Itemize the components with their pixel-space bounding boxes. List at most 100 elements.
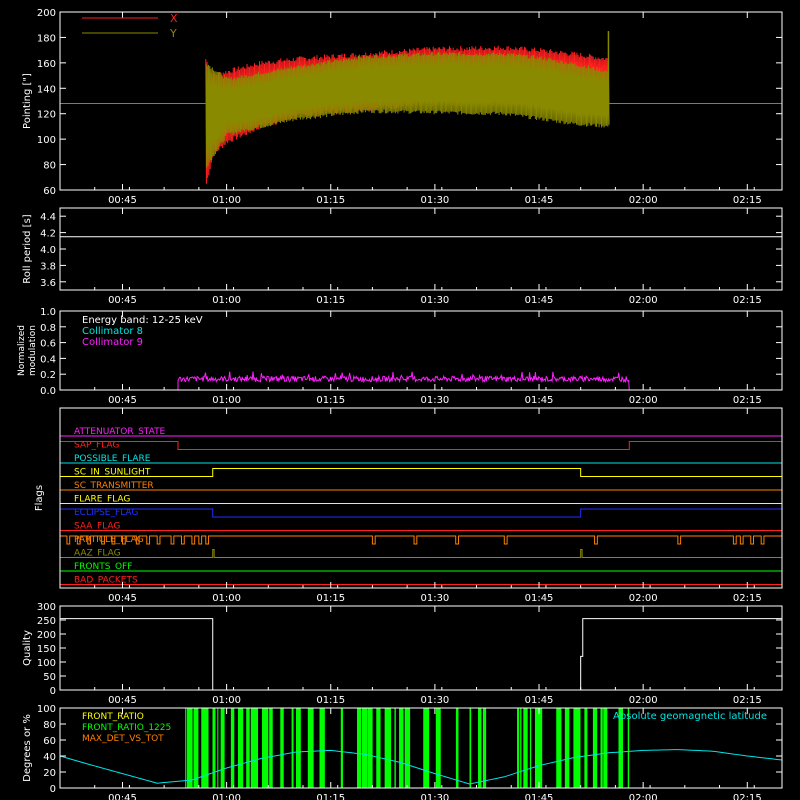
modulation-xtick-label: 01:15 — [316, 395, 345, 406]
pointing-panel: 00:45 01:00 01:15 01:30 01:45 02:00 02:15 60 80 1… — [22, 8, 783, 206]
modulation-ytick-label: 0.6 — [40, 339, 56, 350]
ratios-xtick-label: 01:00 — [212, 793, 241, 800]
flag-row-sap_flag-label: SAP_FLAG — [74, 441, 119, 451]
ratios-front1225-bar — [520, 708, 522, 788]
quality-xtick-label: 02:15 — [733, 695, 762, 706]
ratios-front1225-bar — [280, 708, 284, 788]
ratios-ytick-label: 20 — [43, 768, 56, 779]
roll-ytick-label: 4.0 — [40, 245, 56, 256]
pointing-xtick-label: 00:45 — [108, 195, 137, 206]
ratios-ytick-label: 60 — [43, 736, 56, 747]
flag-row-particle_flag-line — [60, 535, 782, 545]
ratios-front1225-bar — [307, 708, 314, 788]
roll-xtick-label: 01:45 — [525, 295, 554, 306]
ratios-front1225-bar — [212, 708, 216, 788]
pointing-y-series — [205, 52, 610, 168]
flags-panel: ATTENUATOR_STATE SAP_FLAG POSSIBLE_FLARE SC… — [34, 407, 783, 604]
ratios-front1225-bar — [423, 708, 430, 788]
ratios-front1225-bar — [250, 708, 259, 788]
modulation-ytick-label: 1.0 — [40, 307, 56, 318]
flag-row-eclipse_flag-line — [60, 508, 782, 518]
pointing-ytick-label: 120 — [37, 110, 56, 121]
modulation-collimator9-series — [177, 371, 630, 391]
roll-xtick-label: 02:00 — [629, 295, 658, 306]
ratios-front1225-bar — [517, 708, 520, 788]
modulation-xtick-label: 01:30 — [420, 395, 449, 406]
ratios-front1225-bar — [384, 708, 392, 788]
ratios-ytick-label: 80 — [43, 720, 56, 731]
flag-row-sc_in_sunlight-label: SC_IN_SUNLIGHT — [74, 468, 151, 478]
modulation-xtick-label: 01:45 — [525, 395, 554, 406]
quality-xtick-label: 01:30 — [420, 695, 449, 706]
ratios-front1225-bar — [220, 708, 225, 788]
flag-row-aaz_flag-label: AAZ_FLAG — [74, 549, 121, 559]
roll-ytick-label: 3.8 — [40, 261, 56, 272]
ratios-front1225-bar — [319, 708, 325, 788]
quality-xtick-label: 00:45 — [108, 695, 137, 706]
modulation-panel: 00:45 01:00 01:15 01:30 01:45 02:00 02:15 0.0 0.… — [17, 307, 783, 406]
ratios-front1225-bar — [356, 708, 362, 788]
ratios-front1225-bar — [435, 708, 441, 788]
ratios-front1225-bar — [269, 708, 273, 788]
ratios-front1225-bar — [193, 708, 199, 788]
roll-ytick-label: 3.6 — [40, 278, 56, 289]
ratios-front1225-bar — [185, 708, 187, 788]
flags-frame — [59, 407, 783, 589]
ratios-front1225-bar — [478, 708, 482, 788]
quality-series — [60, 618, 782, 691]
roll-xtick-label: 01:15 — [316, 295, 345, 306]
quality-ytick-label: 250 — [37, 616, 56, 627]
ratios-front1225-bar — [340, 708, 343, 788]
pointing-ytick-label: 140 — [37, 84, 56, 95]
flag-row-eclipse_flag-label: ECLIPSE_FLAG — [74, 508, 138, 518]
ratios-front1225-bar — [237, 708, 244, 788]
flags-ylabel: Flags — [34, 485, 45, 511]
ratios-front1225-bar — [618, 708, 624, 788]
flags-xtick-label: 01:15 — [316, 593, 345, 604]
modulation-legend-label: Collimator 8 — [82, 326, 143, 337]
pointing-frame — [59, 11, 783, 191]
ratios-front1225-bar — [399, 708, 404, 788]
pointing-xtick-label: 01:45 — [525, 195, 554, 206]
roll-ylabel: Roll period [s] — [22, 214, 33, 283]
modulation-ytick-label: 0.0 — [40, 386, 56, 397]
flags-xtick-label: 01:00 — [212, 593, 241, 604]
pointing-ytick-label: 200 — [37, 8, 56, 19]
ratios-xtick-label: 02:00 — [629, 793, 658, 800]
ratios-front1225-bar — [291, 708, 294, 788]
ratios-ytick-label: 40 — [43, 752, 56, 763]
ratios-front1225-bar — [573, 708, 581, 788]
pointing-xtick-label: 02:00 — [629, 195, 658, 206]
pointing-ytick-label: 160 — [37, 59, 56, 70]
pointing-xtick-label: 01:00 — [212, 195, 241, 206]
ratios-ytick-label: 100 — [37, 704, 56, 715]
ratios-front1225-bar — [603, 708, 608, 788]
flag-row-possible_flare-label: POSSIBLE_FLARE — [74, 454, 151, 464]
ratios-front1225-bar — [394, 708, 396, 788]
ratios-latitude-series — [59, 749, 783, 785]
modulation-ytick-label: 0.2 — [40, 370, 56, 381]
modulation-ytick-label: 0.4 — [40, 354, 56, 365]
ratios-legend-label: FRONT_RATIO_1225 — [82, 723, 171, 733]
pointing-legend-label: X — [170, 12, 178, 25]
ratios-ytick-label: 0 — [50, 784, 56, 795]
modulation-legend-label: Energy band: 12-25 keV — [82, 315, 203, 326]
quality-xtick-label: 01:45 — [525, 695, 554, 706]
roll-xtick-label: 02:15 — [733, 295, 762, 306]
ratios-front1225-bar — [230, 708, 235, 788]
ratios-front1225-bar — [600, 708, 603, 788]
ratios-ylabel: Degrees or % — [22, 714, 33, 782]
pointing-ytick-label: 100 — [37, 135, 56, 146]
ratios-legend-label: MAX_DET_VS_TOT — [82, 734, 164, 744]
pointing-ytick-label: 180 — [37, 33, 56, 44]
pointing-xtick-label: 01:30 — [420, 195, 449, 206]
pointing-legend-label: Y — [169, 27, 177, 40]
flag-row-sap_flag-line — [60, 441, 782, 450]
ratios-panel: 00:45 01:00 01:15 01:30 01:45 02:00 02:15 0 20 40… — [22, 704, 783, 800]
quality-panel: 00:45 01:00 01:15 01:30 01:45 02:00 02:15 0 50 10… — [22, 602, 783, 706]
flags-xtick-label: 01:45 — [525, 593, 554, 604]
ratios-front1225-bar — [404, 708, 411, 788]
pointing-xtick-label: 02:15 — [733, 195, 762, 206]
roll-xtick-label: 01:00 — [212, 295, 241, 306]
flags-xtick-label: 01:30 — [420, 593, 449, 604]
